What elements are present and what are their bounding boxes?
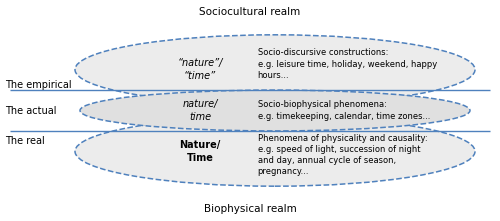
Text: The real: The real	[5, 136, 45, 147]
Ellipse shape	[75, 117, 475, 186]
Text: Nature/
Time: Nature/ Time	[180, 140, 220, 163]
Text: “nature”/
“time”: “nature”/ “time”	[178, 58, 222, 81]
Text: nature/
time: nature/ time	[182, 99, 218, 122]
Ellipse shape	[75, 35, 475, 104]
Text: Socio-biophysical phenomena:
e.g. timekeeping, calendar, time zones...: Socio-biophysical phenomena: e.g. timeke…	[258, 101, 430, 120]
Text: Sociocultural realm: Sociocultural realm	[200, 7, 300, 17]
Text: Phenomena of physicality and causality:
e.g. speed of light, succession of night: Phenomena of physicality and causality: …	[258, 133, 427, 176]
Text: Biophysical realm: Biophysical realm	[204, 204, 296, 214]
Text: Socio-discursive constructions:
e.g. leisure time, holiday, weekend, happy
hours: Socio-discursive constructions: e.g. lei…	[258, 48, 437, 80]
Text: The empirical: The empirical	[5, 80, 71, 90]
Text: The actual: The actual	[5, 105, 57, 116]
Ellipse shape	[80, 90, 470, 131]
